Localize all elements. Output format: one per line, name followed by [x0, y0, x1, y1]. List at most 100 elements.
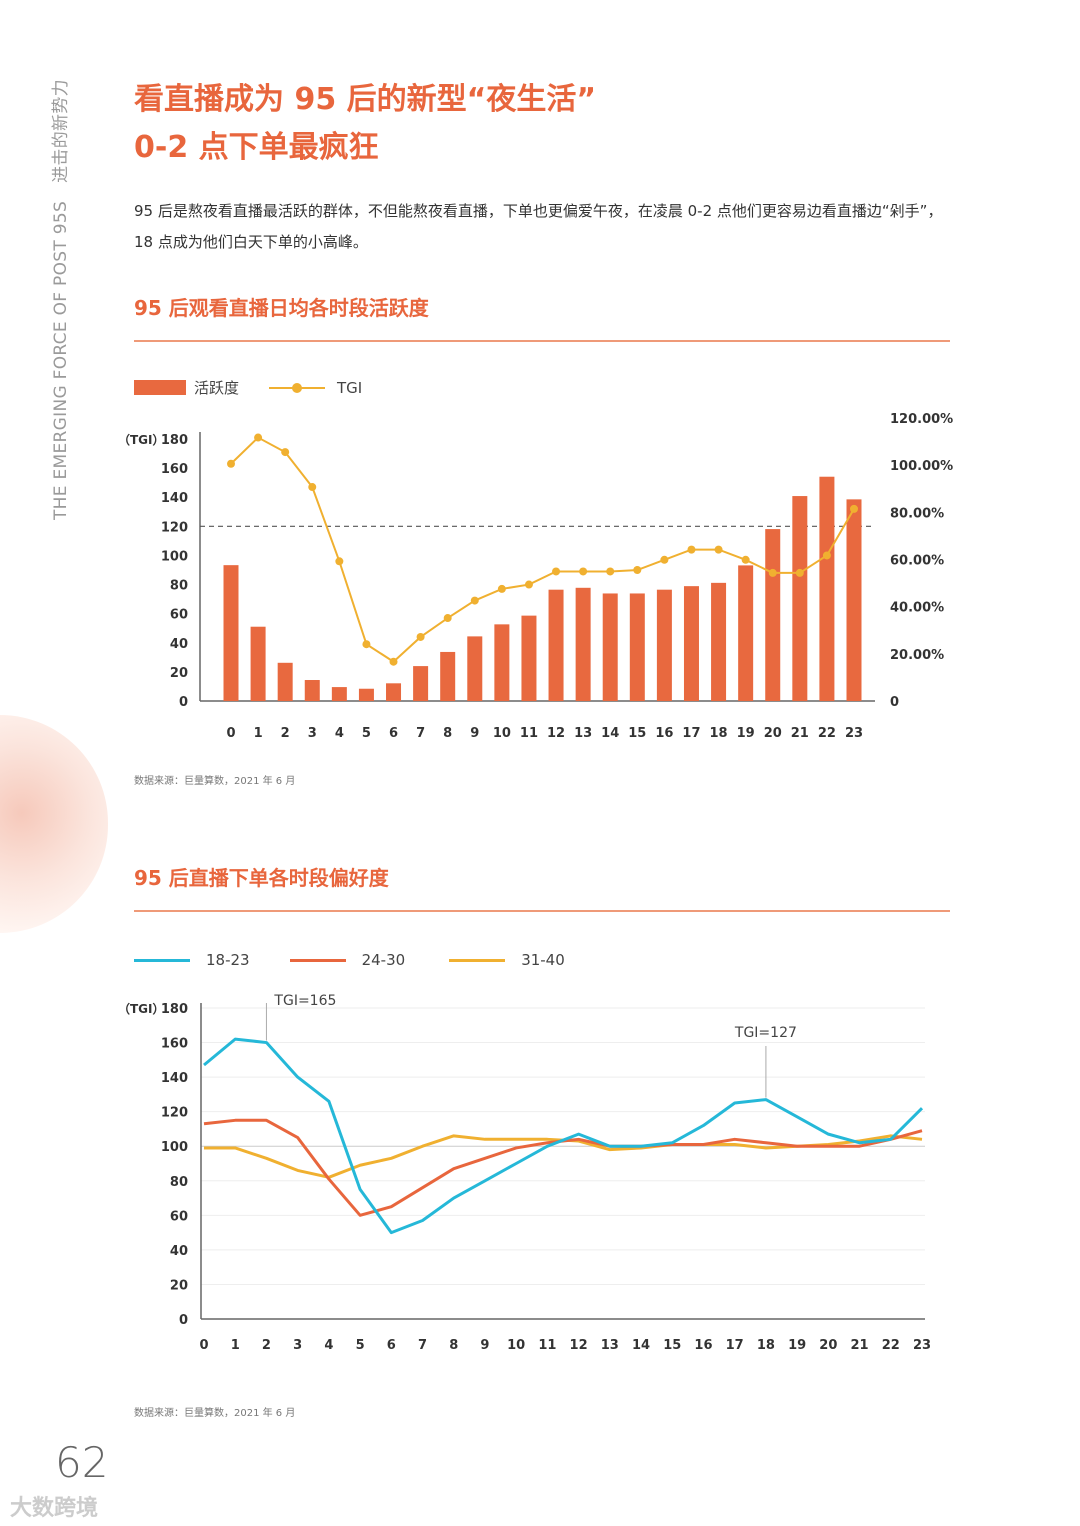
- x-tick-label: 5: [356, 1338, 365, 1353]
- x-tick-label: 10: [493, 726, 511, 741]
- x-tick-label: 0: [199, 1338, 208, 1353]
- bar: [656, 589, 672, 701]
- tgi-point: [497, 584, 506, 593]
- tgi-line: [230, 436, 855, 663]
- left-tick-label: 40: [170, 637, 188, 652]
- y-tick-label: 120: [161, 1106, 188, 1121]
- tgi-point: [741, 555, 750, 564]
- y-tick-label: 20: [170, 1278, 188, 1293]
- bar: [521, 615, 537, 701]
- tgi-point: [362, 640, 371, 649]
- x-tick-label: 23: [845, 726, 863, 741]
- tgi-point: [470, 596, 479, 605]
- left-tick-label: 20: [170, 666, 188, 681]
- tgi-point: [524, 580, 533, 589]
- left-tick-label: 0: [179, 695, 188, 710]
- tgi-point: [281, 448, 290, 457]
- x-tick-label: 18: [710, 726, 728, 741]
- tgi-point: [850, 504, 858, 513]
- bar: [386, 683, 402, 701]
- chart1-title: 95 后观看直播日均各时段活跃度: [134, 296, 429, 320]
- legend-label-tgi: TGI: [337, 378, 363, 397]
- x-tick-label: 14: [601, 726, 619, 741]
- x-tick-label: 3: [293, 1338, 302, 1353]
- x-tick-label: 21: [851, 1338, 869, 1353]
- bar: [575, 587, 591, 701]
- tgi-point: [633, 566, 642, 574]
- x-tick-label: 14: [632, 1338, 650, 1353]
- bar: [765, 529, 781, 701]
- x-tick-label: 22: [818, 726, 836, 741]
- series-line-24-30: [203, 1118, 923, 1217]
- left-tick-label: 140: [161, 491, 188, 506]
- right-tick-label: 40.00%: [890, 601, 944, 616]
- chart2-legend: 18-23 24-30 31-40: [134, 951, 565, 969]
- y-tick-label: 0: [179, 1313, 188, 1328]
- x-tick-label: 1: [231, 1338, 240, 1353]
- left-tick-label: 80: [170, 579, 188, 594]
- x-tick-label: 19: [788, 1338, 806, 1353]
- bar: [494, 624, 510, 701]
- x-tick-label: 12: [547, 726, 565, 741]
- legend-label-18-23: 18-23: [206, 951, 250, 969]
- tgi-point: [822, 551, 831, 560]
- right-tick-label: 100.00%: [890, 459, 953, 474]
- bar: [711, 582, 727, 701]
- x-tick-label: 3: [308, 726, 317, 741]
- legend-swatch-24-30: [289, 958, 346, 962]
- x-tick-label: 6: [387, 1338, 396, 1353]
- bar: [846, 499, 862, 701]
- y-tick-label: 140: [161, 1071, 188, 1086]
- bar: [413, 666, 429, 701]
- x-tick-label: 17: [726, 1338, 744, 1353]
- page-title-line1: 看直播成为 95 后的新型“夜生活”: [134, 82, 597, 117]
- bar: [629, 593, 645, 701]
- x-tick-label: 13: [574, 726, 592, 741]
- x-tick-label: 7: [416, 726, 425, 741]
- tgi-point: [795, 568, 804, 577]
- x-tick-label: 2: [281, 726, 290, 741]
- x-tick-label: 23: [913, 1338, 931, 1353]
- tgi-point: [579, 567, 588, 576]
- charts-canvas: 020406080100120140160180（TGI）020.00%40.0…: [118, 412, 953, 1353]
- bar: [819, 476, 835, 701]
- x-tick-label: 4: [335, 726, 344, 741]
- x-tick-label: 21: [791, 726, 809, 741]
- left-tick-label: 160: [161, 462, 188, 477]
- x-tick-label: 7: [418, 1338, 427, 1353]
- tgi-point: [308, 483, 317, 492]
- bar: [358, 688, 374, 701]
- x-tick-label: 1: [254, 726, 263, 741]
- x-tick-label: 15: [628, 726, 646, 741]
- y-tick-label: 40: [170, 1244, 188, 1259]
- tgi-point: [416, 632, 425, 641]
- x-tick-label: 20: [819, 1338, 837, 1353]
- x-tick-label: 20: [764, 726, 782, 741]
- y-tick-label: 100: [161, 1140, 188, 1155]
- right-tick-label: 60.00%: [890, 554, 944, 569]
- series-line-18-23: [203, 1037, 924, 1235]
- x-tick-label: 13: [601, 1338, 619, 1353]
- right-tick-label: 20.00%: [890, 648, 944, 663]
- legend-swatch-31-40: [449, 958, 506, 962]
- bar: [683, 586, 699, 701]
- left-tick-label: 60: [170, 608, 188, 623]
- left-tick-label: 100: [161, 549, 188, 564]
- x-tick-label: 8: [443, 726, 452, 741]
- x-tick-label: 6: [389, 726, 398, 741]
- legend-bar-swatch: [134, 380, 186, 395]
- x-tick-label: 19: [737, 726, 755, 741]
- x-tick-label: 18: [757, 1338, 775, 1353]
- watermark: 大数跨境: [10, 1496, 99, 1521]
- bar: [548, 589, 564, 701]
- chart2-divider: [134, 910, 950, 912]
- legend-line-swatch: [269, 381, 326, 395]
- y-tick-label: 180: [161, 1002, 188, 1017]
- legend-label-24-30: 24-30: [361, 951, 406, 969]
- x-tick-label: 22: [882, 1338, 900, 1353]
- x-tick-label: 4: [324, 1338, 333, 1353]
- legend-label-31-40: 31-40: [521, 951, 565, 969]
- x-tick-label: 16: [655, 726, 673, 741]
- x-tick-label: 2: [262, 1338, 271, 1353]
- tgi-point: [768, 568, 777, 577]
